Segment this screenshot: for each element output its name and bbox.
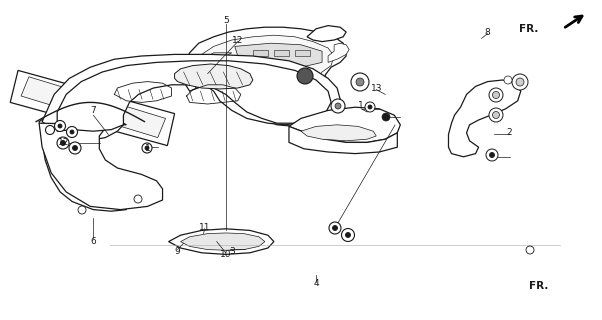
Circle shape xyxy=(492,111,500,118)
Circle shape xyxy=(297,68,313,84)
Circle shape xyxy=(60,140,66,146)
Circle shape xyxy=(57,137,69,149)
Circle shape xyxy=(346,233,350,237)
Text: 10: 10 xyxy=(220,250,232,259)
Polygon shape xyxy=(193,35,334,120)
Circle shape xyxy=(332,226,338,230)
Polygon shape xyxy=(42,54,340,141)
Polygon shape xyxy=(223,64,250,72)
Text: FR.: FR. xyxy=(529,281,548,292)
Polygon shape xyxy=(21,77,166,138)
Polygon shape xyxy=(235,43,322,69)
Circle shape xyxy=(142,143,152,153)
Circle shape xyxy=(365,102,375,112)
Circle shape xyxy=(78,206,86,214)
Text: 12: 12 xyxy=(58,138,69,147)
Polygon shape xyxy=(196,53,232,62)
Circle shape xyxy=(58,124,62,128)
Text: 4: 4 xyxy=(313,279,319,288)
Circle shape xyxy=(335,103,341,109)
Polygon shape xyxy=(253,50,268,56)
Text: 9: 9 xyxy=(175,247,181,256)
Text: 1: 1 xyxy=(144,144,150,153)
Polygon shape xyxy=(169,229,274,254)
Polygon shape xyxy=(57,61,331,131)
Circle shape xyxy=(55,121,66,132)
Polygon shape xyxy=(175,64,253,89)
Circle shape xyxy=(69,142,81,154)
Text: 6: 6 xyxy=(90,237,96,246)
Circle shape xyxy=(489,153,494,157)
Circle shape xyxy=(486,149,498,161)
Circle shape xyxy=(72,146,78,150)
Polygon shape xyxy=(181,233,265,250)
Text: 11: 11 xyxy=(199,223,211,232)
Polygon shape xyxy=(328,43,349,62)
Text: 12: 12 xyxy=(232,36,243,44)
Circle shape xyxy=(70,130,74,134)
Circle shape xyxy=(66,126,78,138)
Text: FR.: FR. xyxy=(520,24,539,34)
Circle shape xyxy=(46,125,55,134)
Circle shape xyxy=(145,146,149,150)
Circle shape xyxy=(492,92,500,99)
Circle shape xyxy=(504,76,512,84)
Text: 8: 8 xyxy=(485,28,491,36)
Text: 3: 3 xyxy=(229,247,235,256)
Text: 1: 1 xyxy=(358,101,364,110)
Text: 2: 2 xyxy=(506,128,512,137)
Polygon shape xyxy=(39,123,163,210)
Text: 13: 13 xyxy=(370,84,382,92)
Circle shape xyxy=(512,74,528,90)
Polygon shape xyxy=(448,80,521,157)
Polygon shape xyxy=(295,50,310,56)
Polygon shape xyxy=(301,125,376,141)
Polygon shape xyxy=(289,107,400,142)
Text: 7: 7 xyxy=(90,106,96,115)
Circle shape xyxy=(382,113,390,121)
Polygon shape xyxy=(289,126,397,154)
Circle shape xyxy=(368,105,372,109)
Circle shape xyxy=(329,222,341,234)
Text: 5: 5 xyxy=(223,16,229,25)
Polygon shape xyxy=(181,27,346,126)
Circle shape xyxy=(351,73,369,91)
Circle shape xyxy=(331,99,345,113)
Circle shape xyxy=(526,246,534,254)
Polygon shape xyxy=(274,50,289,56)
Polygon shape xyxy=(39,109,126,211)
Circle shape xyxy=(356,78,364,86)
Circle shape xyxy=(341,228,355,242)
Circle shape xyxy=(516,78,524,86)
Circle shape xyxy=(134,195,142,203)
Polygon shape xyxy=(307,26,346,42)
Polygon shape xyxy=(10,70,175,146)
Circle shape xyxy=(489,108,503,122)
Circle shape xyxy=(489,88,503,102)
